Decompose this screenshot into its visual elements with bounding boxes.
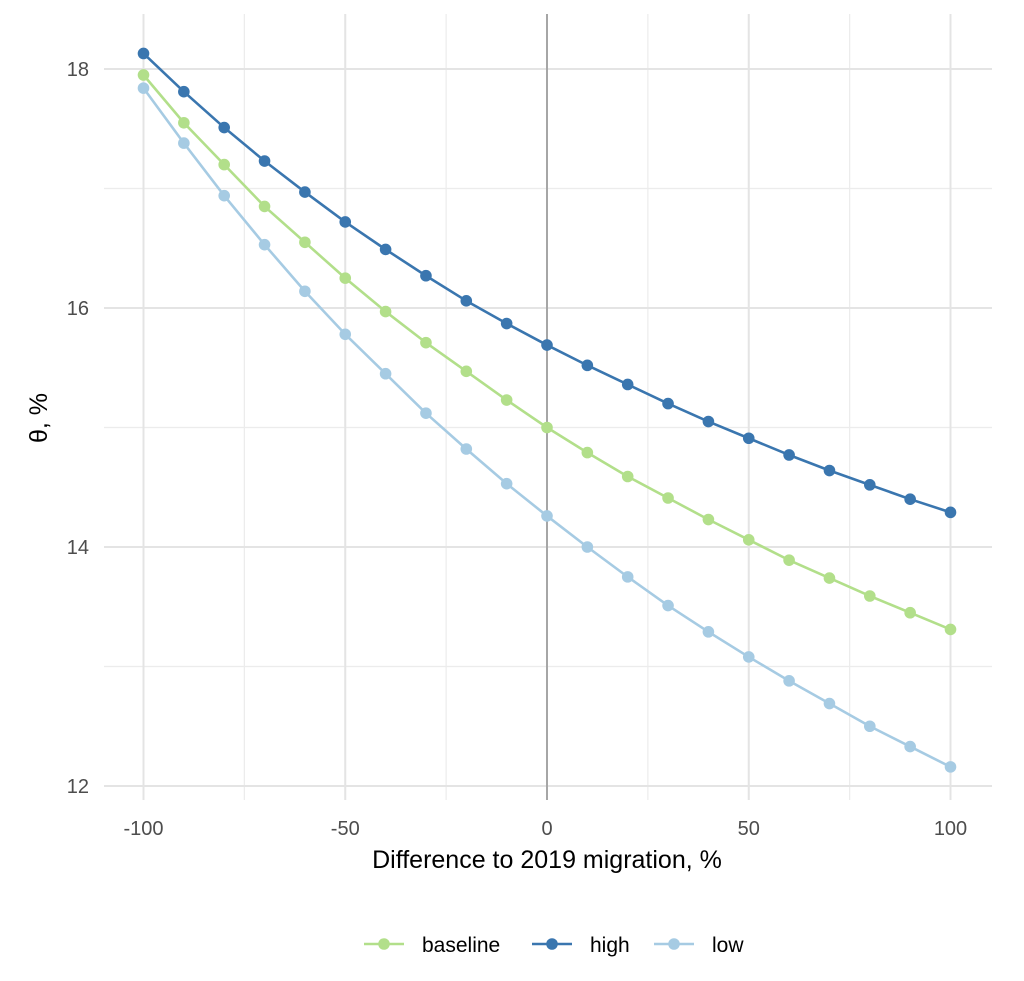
data-point-low — [541, 510, 553, 522]
x-tick-label: -50 — [331, 818, 360, 840]
data-point-low — [783, 675, 795, 687]
legend-label-baseline: baseline — [422, 934, 500, 957]
data-point-high — [258, 155, 271, 167]
data-point-baseline — [218, 158, 230, 171]
data-point-baseline — [420, 336, 432, 349]
data-point-baseline — [904, 606, 916, 619]
y-tick-label: 18 — [67, 59, 89, 81]
legend-key-point-high — [546, 938, 558, 950]
data-point-low — [500, 477, 513, 490]
data-point-low — [662, 599, 674, 612]
data-point-low — [420, 407, 432, 419]
data-point-baseline — [944, 623, 957, 636]
data-point-high — [339, 216, 352, 228]
x-axis-tick-labels: -100 -50 0 50 100 — [123, 818, 967, 840]
data-point-baseline — [823, 572, 836, 584]
data-point-low — [702, 626, 715, 638]
data-point-low — [299, 285, 311, 298]
y-axis-tick-labels: 12 14 16 18 — [67, 59, 89, 798]
data-point-high — [581, 359, 594, 372]
x-tick-label: 0 — [541, 818, 552, 840]
y-tick-label: 16 — [67, 298, 89, 320]
y-axis-title: θ, % — [25, 393, 53, 443]
data-point-high — [218, 121, 230, 134]
legend-label-high: high — [590, 934, 630, 957]
data-point-baseline — [137, 69, 150, 81]
data-point-low — [460, 443, 473, 455]
data-point-high — [137, 47, 150, 60]
data-point-high — [944, 506, 957, 519]
data-point-baseline — [258, 200, 271, 213]
data-point-baseline — [541, 421, 553, 434]
data-point-baseline — [864, 590, 876, 602]
data-point-low — [218, 189, 230, 202]
legend: baseline high low — [364, 934, 744, 957]
data-point-high — [742, 432, 755, 445]
data-point-baseline — [742, 534, 755, 546]
data-point-baseline — [581, 446, 594, 459]
data-point-low — [864, 720, 876, 733]
data-point-low — [339, 328, 352, 341]
data-point-high — [823, 464, 836, 477]
data-point-high — [864, 479, 876, 491]
data-point-low — [823, 697, 836, 710]
y-tick-label: 12 — [67, 776, 89, 798]
x-tick-label: 50 — [738, 818, 760, 840]
data-point-baseline — [621, 470, 634, 483]
data-point-low — [137, 82, 150, 94]
legend-key-point-baseline — [378, 938, 390, 950]
data-point-baseline — [339, 272, 352, 284]
data-point-baseline — [702, 513, 715, 526]
data-point-low — [379, 367, 392, 380]
data-point-high — [904, 493, 916, 506]
data-point-low — [581, 541, 594, 553]
data-point-high — [379, 243, 392, 256]
data-point-high — [299, 186, 311, 198]
data-point-high — [420, 269, 432, 282]
data-point-high — [178, 85, 190, 98]
data-point-baseline — [178, 116, 190, 129]
data-point-baseline — [783, 554, 795, 566]
data-point-low — [904, 740, 916, 753]
data-point-low — [621, 571, 634, 583]
data-point-high — [702, 415, 715, 428]
y-tick-label: 14 — [67, 537, 89, 559]
data-point-low — [944, 761, 957, 773]
x-axis-title: Difference to 2019 migration, % — [372, 846, 722, 874]
data-point-low — [258, 238, 271, 251]
legend-key-point-low — [668, 938, 680, 950]
legend-label-low: low — [712, 934, 744, 957]
data-point-high — [662, 397, 674, 410]
data-point-baseline — [500, 394, 513, 406]
data-point-baseline — [379, 305, 392, 318]
x-tick-label: 100 — [934, 818, 967, 840]
data-point-high — [500, 317, 513, 330]
data-point-high — [783, 449, 795, 461]
data-point-low — [178, 137, 190, 149]
data-point-low — [742, 651, 755, 663]
x-tick-label: -100 — [123, 818, 163, 840]
data-point-high — [621, 378, 634, 391]
data-point-high — [541, 339, 553, 351]
data-point-high — [460, 295, 473, 307]
data-point-baseline — [662, 492, 674, 504]
series-points — [137, 47, 957, 773]
data-point-baseline — [460, 365, 473, 378]
data-point-baseline — [299, 236, 311, 249]
